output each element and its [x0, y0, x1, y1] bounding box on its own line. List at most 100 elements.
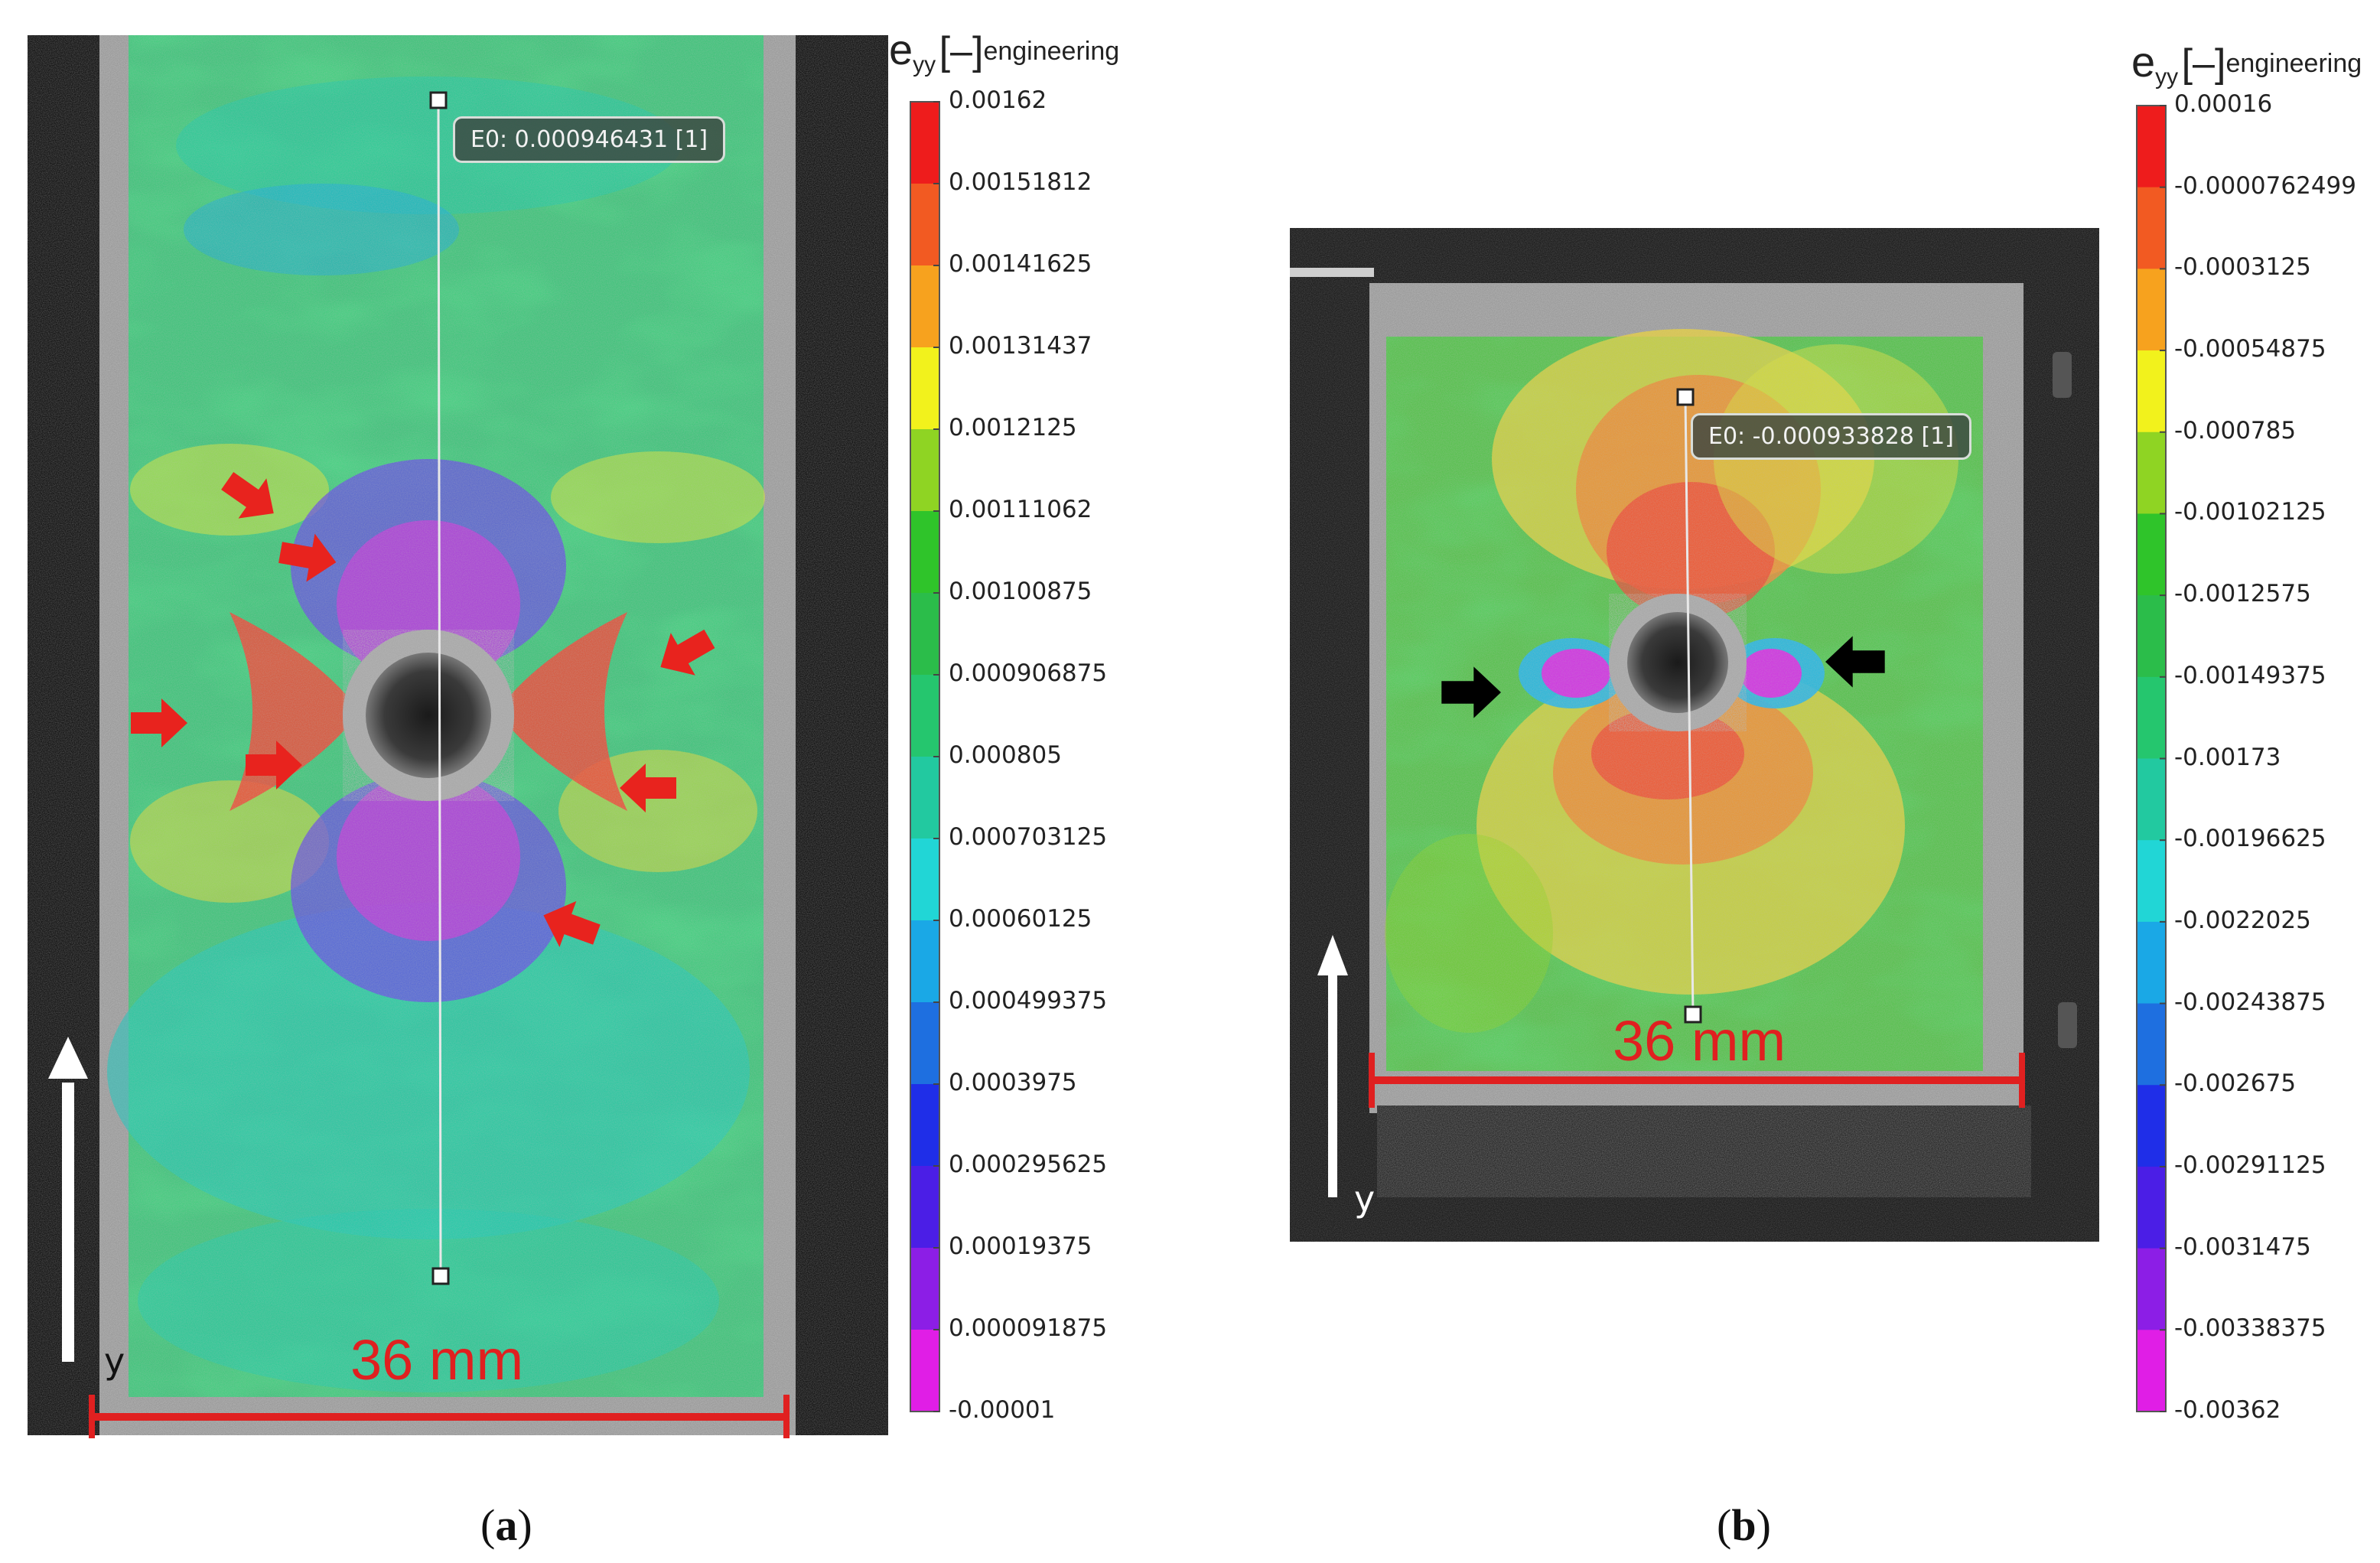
- colorbar-tick-label: -0.000785: [2174, 416, 2297, 444]
- colorbar-tick-label: 0.0003975: [949, 1069, 1077, 1096]
- panel-b-colorbar: [2136, 105, 2167, 1412]
- panel-a-image: [28, 35, 888, 1438]
- colorbar-tick-label: -0.0022025: [2174, 906, 2311, 934]
- colorbar-swatch: [910, 1248, 939, 1330]
- panel-b-caption: (b): [1717, 1500, 1771, 1550]
- colorbar-swatch: [910, 1084, 939, 1167]
- panel-a-width-label: 36 mm: [350, 1328, 524, 1392]
- colorbar-tick-label: 0.00100875: [949, 578, 1092, 605]
- panel-b-arrows: [1441, 636, 1885, 718]
- colorbar-swatch: [2137, 921, 2166, 1005]
- annotation-arrow: [278, 533, 337, 582]
- colorbar-swatch: [2137, 187, 2166, 269]
- colorbar-swatch: [910, 184, 939, 266]
- panel-a-unit: [–]: [939, 29, 984, 73]
- panel-b-probe-line: [1684, 397, 1695, 1015]
- panel-a-probe-line: [437, 100, 442, 1277]
- colorbar-tick-label: 0.00016: [2174, 90, 2273, 118]
- annotation-arrow: [620, 764, 676, 812]
- colorbar-tick-label: 0.000906875: [949, 659, 1108, 687]
- colorbar-swatch: [910, 102, 939, 184]
- annotation-arrow: [131, 698, 187, 747]
- colorbar-tick-label: -0.0012575: [2174, 580, 2311, 608]
- panel-a-probe-label: E0: 0.000946431 [1]: [453, 116, 726, 163]
- panel-b-hole: [1627, 612, 1728, 713]
- colorbar-tick-label: -0.0000762499: [2174, 171, 2356, 200]
- colorbar-tick-label: 0.00019375: [949, 1232, 1092, 1260]
- colorbar-tick-label: -0.00173: [2174, 743, 2281, 771]
- colorbar-tick-label: 0.00111062: [949, 496, 1092, 523]
- colorbar-swatch: [2137, 1330, 2166, 1412]
- annotation-arrow: [543, 900, 601, 948]
- colorbar-tick-label: -0.002675: [2174, 1070, 2297, 1098]
- colorbar-swatch: [2137, 1003, 2166, 1086]
- colorbar-swatch: [2137, 350, 2166, 433]
- panel-b-unit-note: engineering: [2225, 49, 2362, 78]
- panel-b-probe-start[interactable]: [1676, 388, 1695, 406]
- annotation-arrow: [660, 629, 715, 676]
- colorbar-swatch: [2137, 269, 2166, 351]
- colorbar-swatch: [2137, 676, 2166, 759]
- panel-b-image: [1290, 228, 2099, 1242]
- panel-a-y-arrow: [48, 1037, 88, 1362]
- colorbar-tick-label: -0.0003125: [2174, 253, 2311, 282]
- panel-b-probe-label: E0: -0.000933828 [1]: [1691, 413, 1971, 460]
- colorbar-tick-label: -0.00243875: [2174, 988, 2326, 1016]
- colorbar-swatch: [2137, 513, 2166, 596]
- colorbar-tick-label: 0.00141625: [949, 250, 1092, 278]
- panel-a-y-label: y: [104, 1340, 125, 1382]
- colorbar-tick-label: -0.00338375: [2174, 1314, 2326, 1343]
- panel-b-quantity-symbol: e: [2131, 37, 2156, 86]
- colorbar-tick-label: -0.00001: [949, 1396, 1056, 1424]
- colorbar-swatch: [910, 1002, 939, 1085]
- colorbar-tick-label: 0.000295625: [949, 1151, 1108, 1178]
- colorbar-tick-label: -0.00149375: [2174, 661, 2326, 689]
- annotation-arrow: [1441, 666, 1501, 718]
- colorbar-swatch: [910, 920, 939, 1003]
- colorbar-tick-label: -0.00196625: [2174, 825, 2326, 853]
- colorbar-tick-label: 0.00151812: [949, 168, 1092, 196]
- colorbar-swatch: [2137, 106, 2166, 188]
- colorbar-swatch: [910, 593, 939, 676]
- colorbar-tick-label: -0.00102125: [2174, 498, 2326, 526]
- colorbar-tick-label: 0.000499375: [949, 987, 1108, 1014]
- panel-a-colorbar: [910, 101, 940, 1412]
- colorbar-swatch: [2137, 431, 2166, 514]
- colorbar-swatch: [2137, 758, 2166, 841]
- colorbar-swatch: [2137, 1248, 2166, 1330]
- colorbar-swatch: [2137, 595, 2166, 678]
- colorbar-tick-label: 0.000703125: [949, 823, 1108, 851]
- panel-a-unit-note: engineering: [983, 37, 1120, 66]
- panel-b-probe-end[interactable]: [1684, 1005, 1702, 1024]
- colorbar-swatch: [2137, 1166, 2166, 1249]
- colorbar-swatch: [910, 1330, 939, 1412]
- colorbar-swatch: [910, 675, 939, 757]
- colorbar-swatch: [910, 1166, 939, 1249]
- colorbar-swatch: [910, 347, 939, 430]
- colorbar-tick-label: 0.00060125: [949, 905, 1092, 933]
- panel-a-dimension-line: [89, 1395, 790, 1438]
- panel-b-dimension-line: [1369, 1053, 2025, 1108]
- colorbar-tick-label: -0.00362: [2174, 1396, 2281, 1424]
- colorbar-swatch: [910, 757, 939, 839]
- panel-b-colorbar-title: eyy [–]engineering: [2131, 37, 2362, 90]
- colorbar-tick-label: 0.0012125: [949, 414, 1077, 441]
- panel-b-y-arrow: [1317, 935, 1348, 1197]
- panel-a-colorbar-title: eyy [–]engineering: [889, 25, 1120, 77]
- colorbar-tick-label: 0.000091875: [949, 1314, 1108, 1342]
- panel-a-probe-end[interactable]: [431, 1267, 450, 1285]
- panel-a-caption: (a): [480, 1500, 532, 1550]
- panel-a-arrows: [131, 472, 715, 948]
- colorbar-swatch: [910, 838, 939, 921]
- colorbar-swatch: [910, 429, 939, 512]
- colorbar-swatch: [910, 265, 939, 348]
- panel-a-probe-start[interactable]: [429, 91, 448, 109]
- annotation-arrow: [221, 472, 274, 519]
- colorbar-tick-label: 0.000805: [949, 741, 1062, 769]
- panel-b-unit: [–]: [2181, 41, 2226, 86]
- colorbar-tick-label: 0.00162: [949, 86, 1047, 114]
- colorbar-tick-label: -0.00054875: [2174, 335, 2326, 363]
- colorbar-swatch: [2137, 840, 2166, 923]
- panel-b-y-label: y: [1354, 1178, 1376, 1219]
